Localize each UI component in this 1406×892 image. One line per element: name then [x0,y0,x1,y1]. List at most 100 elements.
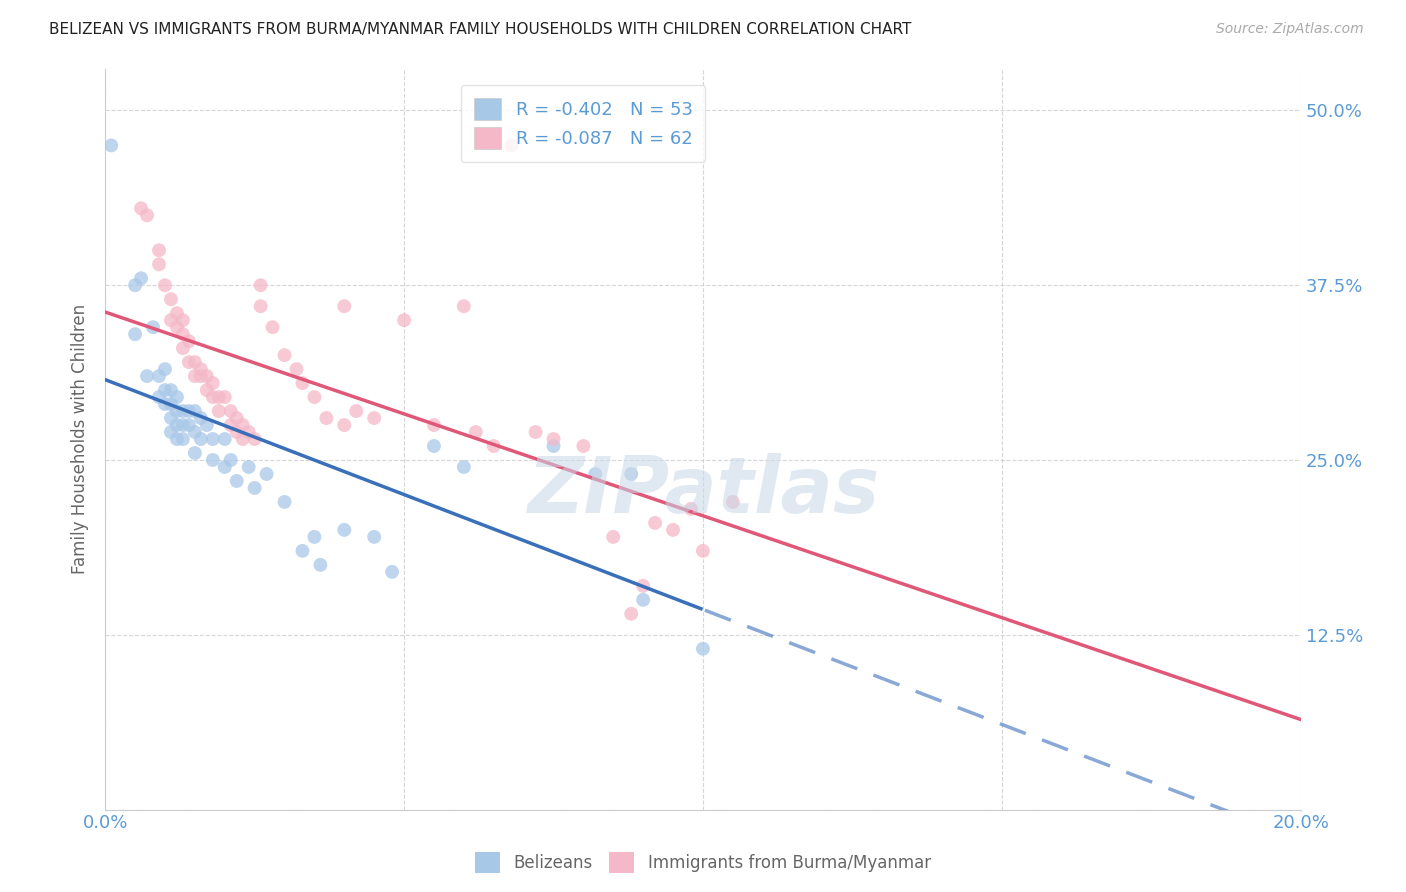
Point [195,418,218,433]
Point [232,432,254,446]
Point [166,418,188,433]
Point [453,299,475,313]
Point [333,299,356,313]
Point [273,495,295,509]
Point [166,404,188,418]
Point [392,313,415,327]
Point [309,558,332,572]
Point [201,376,224,390]
Point [692,544,714,558]
Point [243,481,266,495]
Point [153,278,176,293]
Point [184,404,207,418]
Point [166,390,188,404]
Point [256,467,278,481]
Point [172,341,194,355]
Point [129,202,152,216]
Point [219,404,242,418]
Point [136,208,159,222]
Point [172,404,194,418]
Point [692,641,714,656]
Point [184,355,207,369]
Legend: Belizeans, Immigrants from Burma/Myanmar: Belizeans, Immigrants from Burma/Myanmar [468,846,938,880]
Text: BELIZEAN VS IMMIGRANTS FROM BURMA/MYANMAR FAMILY HOUSEHOLDS WITH CHILDREN CORREL: BELIZEAN VS IMMIGRANTS FROM BURMA/MYANMA… [49,22,911,37]
Point [524,425,547,439]
Point [190,432,212,446]
Point [344,404,367,418]
Point [238,460,260,475]
Point [225,474,247,488]
Point [184,369,207,384]
Point [184,425,207,439]
Point [148,244,170,258]
Point [208,404,231,418]
Point [501,138,523,153]
Point [160,383,183,397]
Point [195,369,218,384]
Point [679,502,702,516]
Point [214,432,236,446]
Point [177,355,200,369]
Point [136,369,159,384]
Point [304,530,326,544]
Point [363,411,385,425]
Point [381,565,404,579]
Point [177,334,200,348]
Point [153,383,176,397]
Point [243,432,266,446]
Point [214,460,236,475]
Point [129,271,152,285]
Point [291,376,314,390]
Point [166,320,188,334]
Point [184,446,207,460]
Text: Source: ZipAtlas.com: Source: ZipAtlas.com [1216,22,1364,37]
Point [285,362,308,376]
Point [160,411,183,425]
Point [262,320,284,334]
Point [177,418,200,433]
Point [166,306,188,320]
Point [304,390,326,404]
Point [232,418,254,433]
Point [190,362,212,376]
Point [160,397,183,411]
Point [543,432,565,446]
Point [148,390,170,404]
Point [172,432,194,446]
Point [219,418,242,433]
Point [201,453,224,467]
Point [201,432,224,446]
Point [291,544,314,558]
Point [190,369,212,384]
Point [160,425,183,439]
Point [172,327,194,342]
Point [273,348,295,362]
Point [160,292,183,306]
Point [631,579,654,593]
Point [249,299,271,313]
Point [644,516,666,530]
Point [423,439,446,453]
Legend: R = -0.402   N = 53, R = -0.087   N = 62: R = -0.402 N = 53, R = -0.087 N = 62 [461,85,706,161]
Point [153,362,176,376]
Point [721,495,744,509]
Y-axis label: Family Households with Children: Family Households with Children [72,304,89,574]
Point [333,523,356,537]
Point [453,460,475,475]
Point [100,138,122,153]
Point [543,439,565,453]
Point [423,418,446,433]
Point [631,592,654,607]
Point [662,523,685,537]
Point [225,425,247,439]
Point [315,411,337,425]
Point [333,418,356,433]
Point [482,439,505,453]
Point [219,453,242,467]
Point [124,278,146,293]
Point [238,425,260,439]
Point [142,320,165,334]
Point [602,530,624,544]
Point [225,411,247,425]
Point [363,530,385,544]
